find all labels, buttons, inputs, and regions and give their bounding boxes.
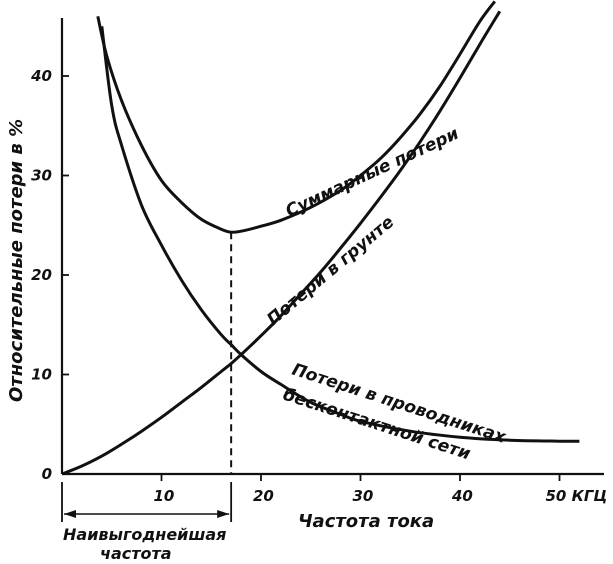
ground-loss-curve <box>61 10 502 476</box>
optimum-bracket <box>61 482 233 522</box>
x-axis-title: Частота тока <box>298 511 434 532</box>
y-axis-title: Относительные потери в % <box>6 119 27 402</box>
x-tick-label: 10 <box>154 487 175 505</box>
optimum-label-line1: Наивыгоднейшая <box>63 525 226 544</box>
optimum-label-line2: частота <box>100 544 172 563</box>
x-tick-label: 50 КГЦ <box>546 487 608 505</box>
x-tick-label: 30 <box>353 487 374 505</box>
y-tick-label: 0 <box>42 465 52 483</box>
total-loss-curve <box>96 0 496 234</box>
y-tick-label: 30 <box>31 167 52 185</box>
x-tick-label: 40 <box>451 487 473 505</box>
x-axis-ticks: 10 20 30 40 50 КГЦ <box>154 474 608 505</box>
y-tick-label: 40 <box>30 67 52 85</box>
ground-loss-label: Потери в грунте <box>263 212 398 330</box>
y-tick-label: 10 <box>31 366 52 384</box>
y-axis-ticks: 0 10 20 30 40 <box>30 67 69 483</box>
y-tick-label: 20 <box>31 266 52 284</box>
conductor-loss-curve <box>100 26 580 443</box>
x-tick-label: 20 <box>253 487 274 505</box>
